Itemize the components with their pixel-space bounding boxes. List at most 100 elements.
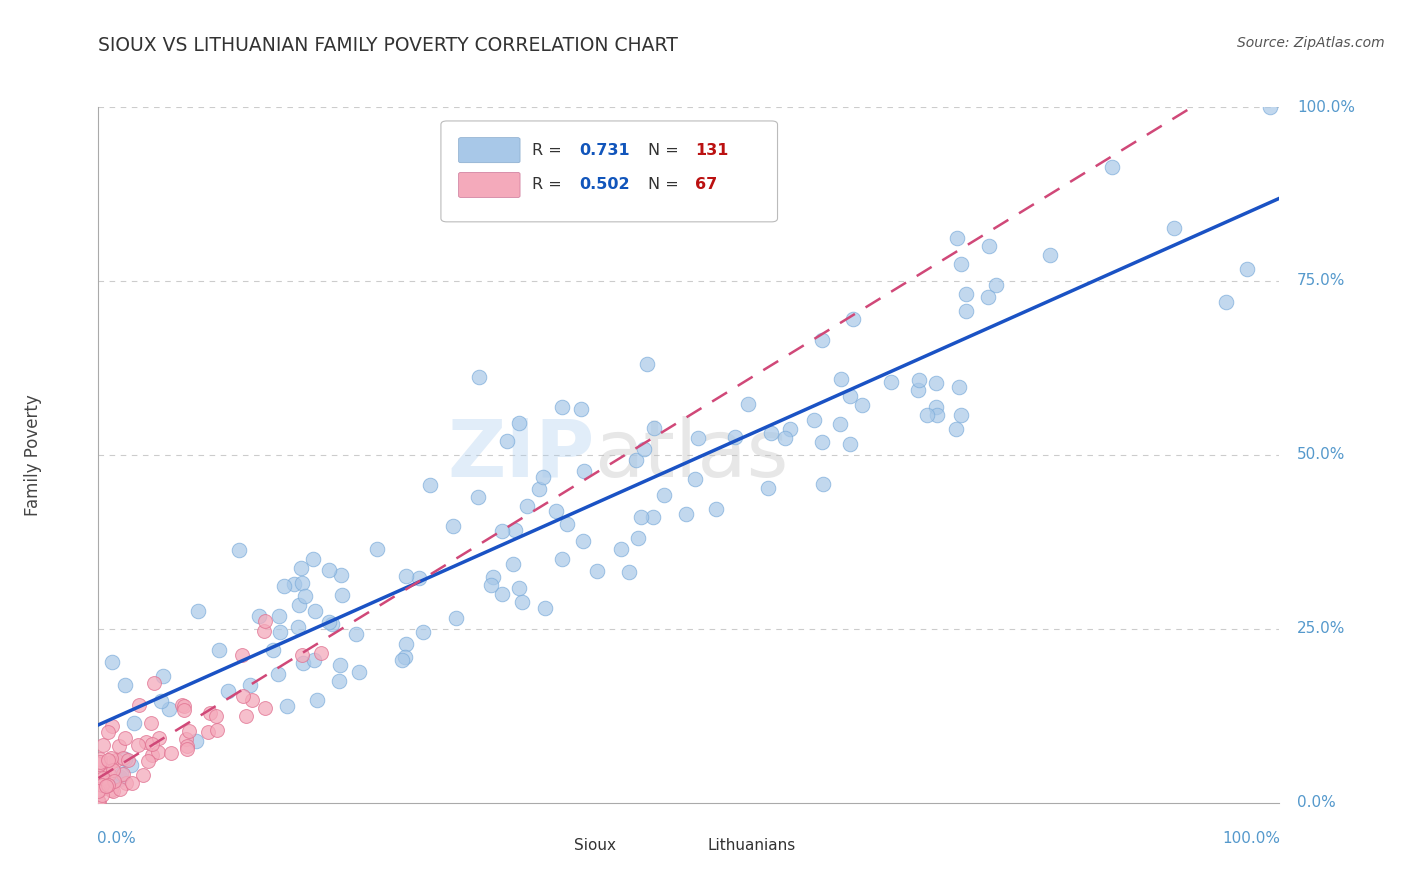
Point — [150, 694, 173, 708]
Point — [945, 422, 967, 436]
Point — [321, 617, 343, 632]
Text: Sioux: Sioux — [575, 838, 616, 853]
Text: Source: ZipAtlas.com: Source: ZipAtlas.com — [1237, 36, 1385, 50]
Point — [97, 766, 120, 780]
Point — [89, 756, 111, 770]
Point — [839, 437, 862, 451]
Point — [1101, 161, 1123, 175]
Point — [839, 388, 862, 402]
FancyBboxPatch shape — [458, 172, 520, 197]
Point — [307, 693, 329, 707]
Point — [496, 434, 519, 448]
Point — [917, 409, 939, 423]
Point — [207, 642, 229, 657]
Point — [773, 431, 796, 445]
Point — [534, 601, 557, 615]
Point — [176, 741, 198, 756]
Point — [117, 753, 139, 767]
Point — [759, 426, 782, 441]
Point — [572, 464, 595, 478]
Point — [925, 376, 948, 390]
Point — [187, 604, 209, 618]
Point — [347, 665, 370, 680]
Point — [502, 557, 524, 571]
Point — [172, 698, 194, 713]
Point — [91, 788, 114, 802]
Text: R =: R = — [531, 143, 567, 158]
Point — [146, 746, 169, 760]
Point — [235, 709, 257, 723]
Point — [302, 653, 325, 667]
Point — [675, 508, 697, 522]
Point — [90, 778, 112, 792]
Point — [267, 609, 290, 624]
Point — [491, 524, 513, 539]
Point — [104, 753, 127, 767]
Point — [108, 770, 131, 784]
Point — [101, 719, 124, 733]
Text: R =: R = — [531, 178, 567, 193]
Point — [704, 501, 727, 516]
Point — [1236, 262, 1258, 277]
Point — [318, 615, 340, 629]
Point — [531, 470, 554, 484]
Point — [122, 716, 145, 731]
Point — [127, 739, 149, 753]
Point — [309, 646, 332, 660]
Point — [927, 408, 949, 422]
Text: 100.0%: 100.0% — [1298, 100, 1355, 114]
Text: ZIP: ZIP — [447, 416, 595, 494]
Point — [503, 523, 526, 537]
Point — [482, 570, 505, 584]
Text: 75.0%: 75.0% — [1298, 274, 1346, 288]
Point — [510, 595, 533, 609]
Point — [955, 304, 977, 318]
Point — [1258, 100, 1281, 114]
Point — [231, 648, 253, 662]
Point — [101, 763, 124, 777]
Text: SIOUX VS LITHUANIAN FAMILY POVERTY CORRELATION CHART: SIOUX VS LITHUANIAN FAMILY POVERTY CORRE… — [98, 36, 678, 54]
Point — [586, 564, 609, 578]
Point — [395, 569, 418, 583]
Point — [135, 734, 157, 748]
Point — [979, 239, 1001, 253]
Text: 50.0%: 50.0% — [1298, 448, 1346, 462]
Text: Lithuanians: Lithuanians — [707, 838, 796, 853]
Point — [652, 488, 675, 502]
Point — [609, 541, 631, 556]
Point — [318, 563, 340, 577]
Point — [977, 290, 1000, 304]
Point — [148, 731, 170, 745]
Point — [948, 380, 970, 394]
Point — [89, 752, 111, 766]
Point — [302, 551, 325, 566]
Point — [114, 731, 136, 746]
Point — [441, 519, 464, 533]
Point — [247, 609, 270, 624]
Point — [569, 401, 592, 416]
Point — [114, 678, 136, 692]
Point — [93, 766, 115, 780]
Point — [141, 737, 163, 751]
Point — [283, 577, 305, 591]
Point — [479, 578, 502, 592]
Point — [121, 776, 143, 790]
Point — [551, 552, 574, 566]
Point — [97, 725, 120, 739]
Point — [273, 578, 295, 592]
Point — [986, 277, 1008, 292]
Point — [1215, 294, 1237, 309]
Point — [758, 481, 780, 495]
Point — [152, 669, 174, 683]
Point — [908, 373, 931, 387]
Point — [87, 795, 110, 809]
FancyBboxPatch shape — [516, 834, 569, 856]
Point — [103, 784, 125, 798]
Point — [91, 738, 114, 752]
Point — [232, 690, 254, 704]
Point — [100, 750, 122, 764]
Point — [907, 384, 929, 398]
Point — [366, 542, 388, 557]
Point — [136, 755, 159, 769]
Point — [419, 477, 441, 491]
